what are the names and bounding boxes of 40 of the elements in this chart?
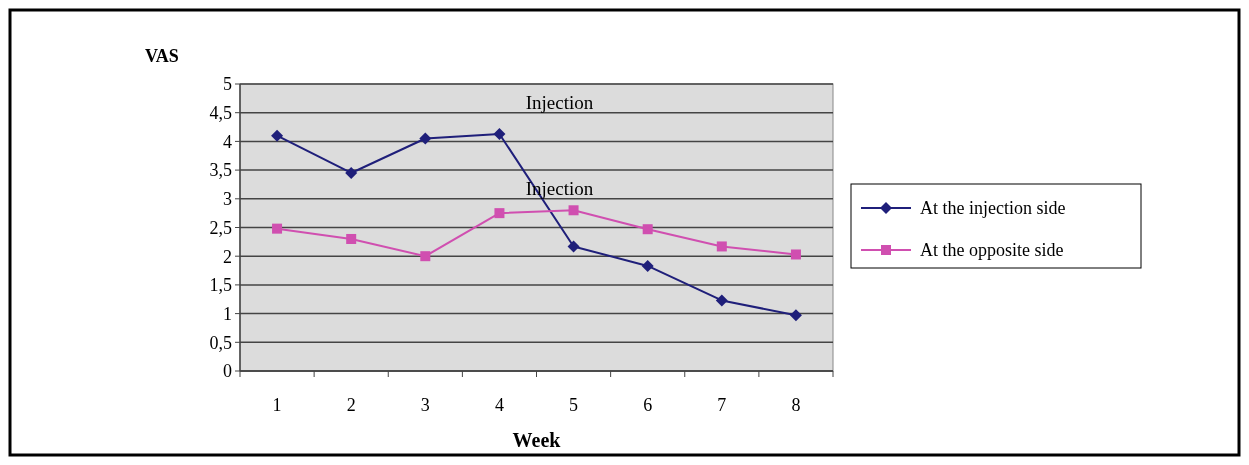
x-axis-title: Week	[512, 429, 562, 451]
point	[419, 132, 432, 145]
y-tick-label: 1,5	[209, 275, 232, 296]
y-tick-label: 5	[223, 74, 232, 95]
point	[271, 129, 284, 142]
point	[789, 309, 802, 322]
y-axis-title: VAS	[145, 46, 179, 66]
legend-label: At the injection side	[920, 198, 1066, 219]
point	[346, 233, 357, 244]
point	[420, 251, 431, 262]
x-tick-label: 4	[494, 395, 504, 415]
point	[790, 249, 801, 260]
x-tick-label: 3	[420, 395, 430, 415]
y-tick-label: 2	[223, 246, 232, 267]
x-tick-label: 1	[272, 395, 282, 415]
point	[568, 205, 579, 216]
y-tick-label: 0,5	[209, 332, 232, 353]
point	[715, 294, 728, 307]
annotation: Injection	[525, 92, 594, 113]
point	[272, 223, 283, 234]
y-tick-label: 3	[223, 189, 232, 210]
point	[642, 224, 653, 235]
y-tick-label: 2,5	[209, 217, 232, 238]
point	[567, 240, 580, 253]
point	[494, 208, 505, 219]
point	[641, 259, 654, 272]
y-tick-label: 4	[223, 131, 232, 152]
x-tick-label: 2	[346, 395, 356, 415]
point	[345, 166, 358, 179]
x-tick-label: 8	[791, 395, 801, 415]
y-tick-label: 1	[223, 303, 232, 324]
x-tick-label: 5	[569, 395, 579, 415]
x-tick-label: 6	[643, 395, 653, 415]
x-tick-label: 7	[717, 395, 727, 415]
point	[493, 127, 506, 140]
y-tick-label: 4,5	[209, 103, 232, 123]
legend-label: At the opposite side	[920, 240, 1064, 261]
y-tick-label: 0	[223, 361, 232, 382]
y-tick-label: 3,5	[209, 160, 232, 181]
point	[716, 241, 727, 252]
